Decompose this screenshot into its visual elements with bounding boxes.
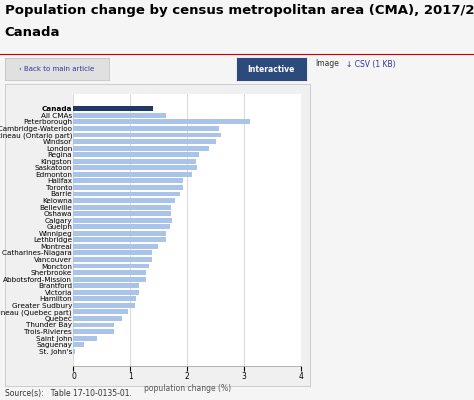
Text: ↓ CSV (1 KB): ↓ CSV (1 KB) — [346, 60, 396, 68]
Bar — [73, 172, 192, 177]
Bar — [73, 205, 171, 210]
Bar — [73, 146, 209, 150]
Text: Image: Image — [315, 60, 339, 68]
Bar — [73, 192, 181, 196]
Bar — [73, 237, 165, 242]
Bar — [73, 165, 198, 170]
Bar — [73, 139, 216, 144]
Bar — [73, 231, 165, 236]
Bar — [73, 132, 221, 138]
Bar — [73, 277, 146, 282]
Bar — [73, 310, 128, 314]
Text: Source(s):   Table 17-10-0135-01.: Source(s): Table 17-10-0135-01. — [5, 389, 132, 398]
Bar — [73, 303, 135, 308]
Bar — [73, 218, 173, 223]
Bar — [73, 270, 146, 275]
Bar — [73, 342, 84, 347]
Bar — [73, 152, 199, 157]
Bar — [73, 159, 196, 164]
Bar — [73, 336, 97, 340]
Bar — [73, 349, 74, 354]
Bar — [73, 198, 175, 203]
Text: Interactive: Interactive — [248, 64, 295, 74]
Bar — [73, 244, 158, 249]
Text: Canada: Canada — [5, 26, 60, 39]
Bar — [73, 316, 122, 321]
Bar — [73, 322, 114, 328]
Bar — [73, 113, 165, 118]
Bar — [73, 296, 136, 301]
Text: Population change by census metropolitan area (CMA), 2017/2018,: Population change by census metropolitan… — [5, 4, 474, 17]
Bar — [73, 257, 152, 262]
Bar — [73, 329, 114, 334]
Bar — [73, 290, 139, 295]
Bar — [73, 283, 139, 288]
Bar — [73, 126, 219, 131]
Bar — [73, 120, 250, 124]
Bar — [73, 106, 153, 111]
Bar — [73, 178, 182, 183]
Bar — [73, 264, 148, 268]
Bar — [73, 224, 170, 229]
Text: ‹ Back to main article: ‹ Back to main article — [19, 66, 94, 72]
Bar — [73, 211, 171, 216]
Bar — [73, 185, 182, 190]
X-axis label: population change (%): population change (%) — [144, 384, 231, 393]
Bar — [73, 250, 152, 255]
